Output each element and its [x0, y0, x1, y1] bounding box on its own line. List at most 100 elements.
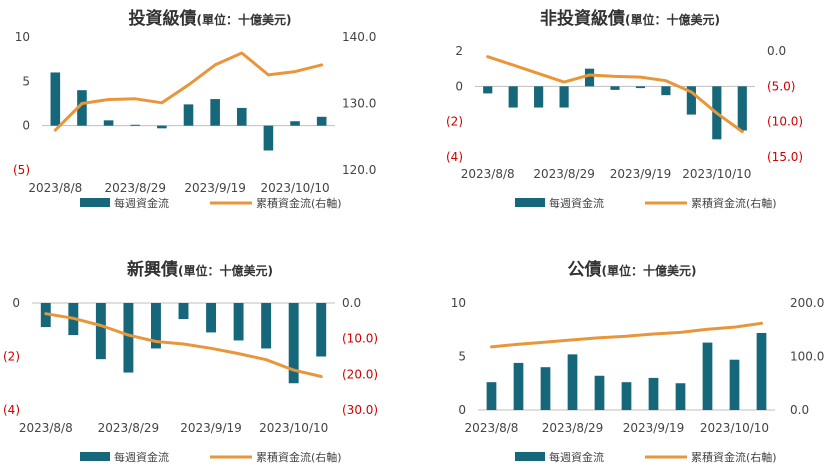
chart-title-main: 新興債: [127, 259, 178, 280]
weekly-flow-bar: [559, 86, 569, 108]
x-axis-tick: 2023/8/8: [465, 421, 519, 435]
chart-subtitle: (單位：十億美元): [197, 12, 292, 27]
left-axis-tick: 0: [458, 403, 466, 417]
right-axis-tick: (20.0): [342, 367, 378, 381]
right-axis-tick: 130.0: [342, 97, 376, 111]
weekly-flow-bar: [534, 86, 544, 108]
left-axis-tick: 0: [22, 119, 30, 133]
weekly-flow-bar: [103, 120, 114, 126]
chart-title: 投資級債(單位：十億美元): [129, 8, 292, 29]
left-axis-tick: 5: [458, 350, 466, 364]
weekly-flow-bar: [621, 382, 632, 410]
legend-bar-label: 每週資金流: [549, 196, 604, 210]
right-axis-tick: 140.0: [342, 30, 376, 44]
x-axis-tick: 2023/10/10: [700, 421, 769, 435]
weekly-flow-bar: [508, 86, 518, 108]
x-axis-tick: 2023/8/29: [104, 181, 166, 195]
right-axis-tick: 0.0: [790, 403, 809, 417]
weekly-flow-bar: [675, 383, 686, 410]
weekly-flow-bar: [123, 303, 134, 373]
weekly-flow-bar: [702, 342, 713, 410]
cumulative-flow-line: [44, 312, 323, 378]
x-axis-tick: 2023/8/29: [542, 421, 604, 435]
weekly-flow-bar: [150, 303, 161, 349]
weekly-flow-bar: [290, 121, 300, 126]
weekly-flow-bar: [157, 125, 167, 129]
legend-bar-label: 每週資金流: [114, 450, 169, 464]
legend-bar-label: 每週資金流: [114, 196, 169, 210]
left-axis-tick: (2): [446, 115, 463, 129]
right-axis-tick: 0.0: [342, 296, 361, 310]
left-axis-tick: 10: [451, 296, 466, 310]
legend-line-label: 累積資金流(右軸): [256, 450, 342, 464]
weekly-flow-bar: [77, 90, 87, 126]
right-axis-tick: 120.0: [342, 163, 376, 177]
left-axis-tick: 2: [455, 44, 463, 58]
cumulative-flow-line: [486, 55, 744, 134]
weekly-flow-bar: [486, 382, 497, 410]
left-axis-tick: (2): [3, 350, 20, 364]
left-axis-tick: 5: [22, 74, 30, 88]
legend-line-label: 累積資金流(右軸): [691, 450, 777, 464]
weekly-flow-bar: [635, 86, 646, 89]
weekly-flow-bar: [661, 86, 671, 96]
right-axis-tick: 100.0: [790, 350, 824, 364]
x-axis-tick: 2023/9/19: [180, 421, 242, 435]
left-axis-tick: 0: [455, 79, 463, 93]
weekly-flow-bar: [686, 86, 696, 115]
weekly-flow-bar: [594, 375, 605, 410]
x-axis-tick: 2023/8/29: [98, 421, 160, 435]
chart-subtitle: (單位：十億美元): [625, 12, 720, 27]
weekly-flow-bar: [610, 86, 620, 90]
right-axis-tick: 0.0: [767, 44, 786, 58]
legend-bar-swatch: [515, 452, 545, 461]
legend-bar-swatch: [80, 198, 110, 207]
x-axis-tick: 2023/9/19: [610, 167, 672, 181]
legend-bar-label: 每週資金流: [549, 450, 604, 464]
legend-line-label: 累積資金流(右軸): [691, 196, 777, 210]
left-axis-tick: (4): [3, 403, 20, 417]
weekly-flow-bar: [584, 68, 595, 87]
chart-title-main: 非投資級債: [540, 8, 625, 29]
left-axis-tick: 10: [15, 30, 30, 44]
weekly-flow-bar: [130, 124, 141, 126]
weekly-flow-bar: [236, 107, 247, 126]
left-axis-tick: (5): [13, 163, 30, 177]
weekly-flow-bar: [540, 367, 551, 410]
weekly-flow-bar: [648, 377, 659, 410]
chart-subtitle: (單位：十億美元): [602, 263, 697, 278]
weekly-flow-bar: [95, 303, 106, 360]
chart-title: 非投資級債(單位：十億美元): [540, 8, 720, 29]
weekly-flow-bar: [737, 86, 747, 131]
weekly-flow-bar: [756, 332, 767, 410]
weekly-flow-bar: [206, 303, 217, 333]
weekly-flow-bar: [567, 354, 578, 410]
legend-bar-swatch: [80, 452, 110, 461]
weekly-flow-bar: [513, 362, 524, 410]
cumulative-flow-line: [490, 321, 763, 349]
x-axis-tick: 2023/10/10: [682, 167, 751, 181]
x-axis-tick: 2023/9/19: [623, 421, 685, 435]
chart-subtitle: (單位：十億美元): [178, 263, 273, 278]
x-axis-tick: 2023/9/19: [184, 181, 246, 195]
weekly-flow-bar: [50, 72, 61, 126]
weekly-flow-bar: [263, 125, 274, 151]
x-axis-tick: 2023/8/29: [533, 167, 595, 181]
chart-title: 公債(單位：十億美元): [568, 259, 697, 280]
weekly-flow-bar: [316, 303, 327, 357]
right-axis-tick: (30.0): [342, 403, 378, 417]
cumulative-flow-line: [53, 51, 324, 132]
weekly-flow-bar: [233, 303, 244, 341]
x-axis-tick: 2023/8/8: [19, 421, 73, 435]
weekly-flow-bar: [178, 303, 189, 320]
chart-title: 新興債(單位：十億美元): [127, 259, 273, 280]
right-axis-tick: (15.0): [767, 150, 803, 164]
x-axis-tick: 2023/10/10: [259, 421, 328, 435]
weekly-flow-bar: [316, 116, 327, 126]
right-axis-tick: (10.0): [767, 115, 803, 129]
weekly-flow-bar: [483, 86, 493, 94]
right-axis-tick: 200.0: [790, 296, 824, 310]
right-axis-tick: (5.0): [767, 79, 795, 93]
chart-title-main: 投資級債: [129, 8, 197, 29]
